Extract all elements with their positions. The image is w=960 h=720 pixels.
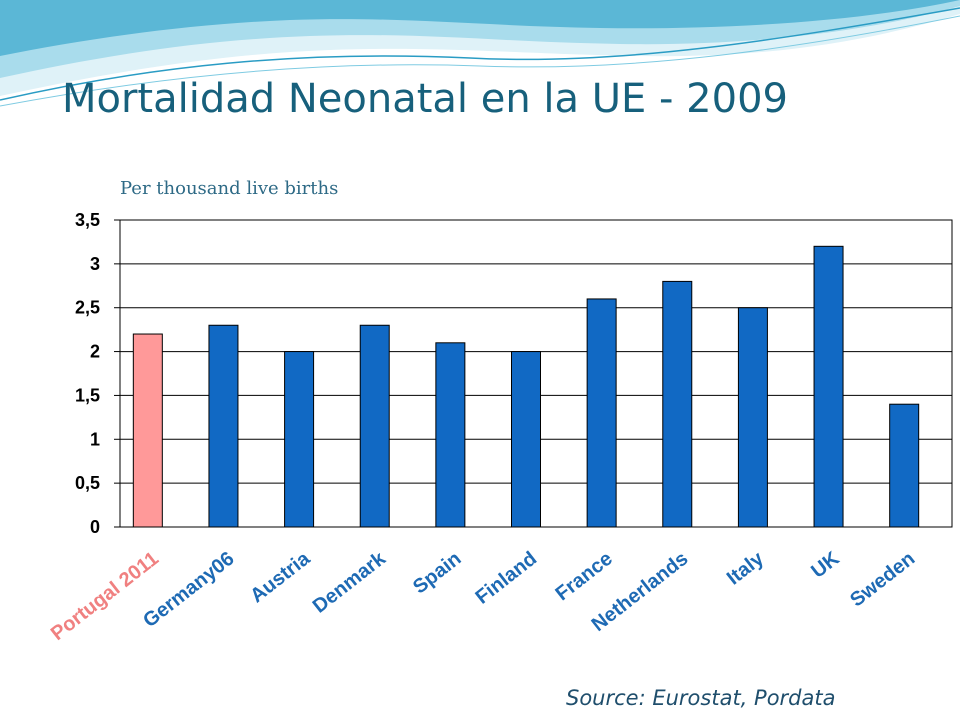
- y-axis: 0 0,5 1 1,5 2 2,5 3 3,5: [75, 210, 120, 537]
- x-tick-label: Austria: [246, 547, 315, 607]
- bar: [586, 298, 617, 528]
- chart-bars: [132, 245, 920, 528]
- x-tick-label: UK: [807, 547, 844, 582]
- bar: [813, 245, 844, 528]
- bar: [737, 307, 768, 528]
- y-tick-label: 1,5: [75, 385, 100, 405]
- y-tick-label: 0,5: [75, 473, 100, 493]
- bar: [132, 333, 163, 528]
- slide-title: Mortalidad Neonatal en la UE - 2009: [62, 76, 788, 122]
- x-tick-label: Portugal 2011: [47, 548, 163, 645]
- chart-subtitle: Per thousand live births: [120, 178, 339, 199]
- x-tick-label: France: [551, 548, 616, 606]
- bar: [662, 280, 693, 528]
- y-tick-label: 2: [90, 342, 100, 362]
- y-tick-label: 0: [90, 517, 100, 537]
- y-tick-label: 3: [90, 254, 100, 274]
- y-tick-label: 3,5: [75, 210, 100, 230]
- bar: [284, 351, 315, 528]
- x-tick-label: Spain: [409, 548, 465, 599]
- source-note: Source: Eurostat, Pordata: [566, 686, 836, 710]
- bar: [359, 324, 390, 528]
- x-tick-label: Finland: [471, 548, 541, 609]
- x-tick-label: Sweden: [846, 548, 919, 612]
- x-tick-label: Denmark: [309, 547, 391, 618]
- bar: [511, 351, 541, 528]
- y-tick-label: 1: [90, 429, 100, 449]
- x-tick-label: Italy: [723, 547, 769, 590]
- bar: [889, 403, 920, 528]
- decorative-wave-banner: [0, 0, 960, 107]
- bar: [208, 324, 239, 528]
- y-tick-label: 2,5: [75, 298, 100, 318]
- bar: [435, 342, 466, 528]
